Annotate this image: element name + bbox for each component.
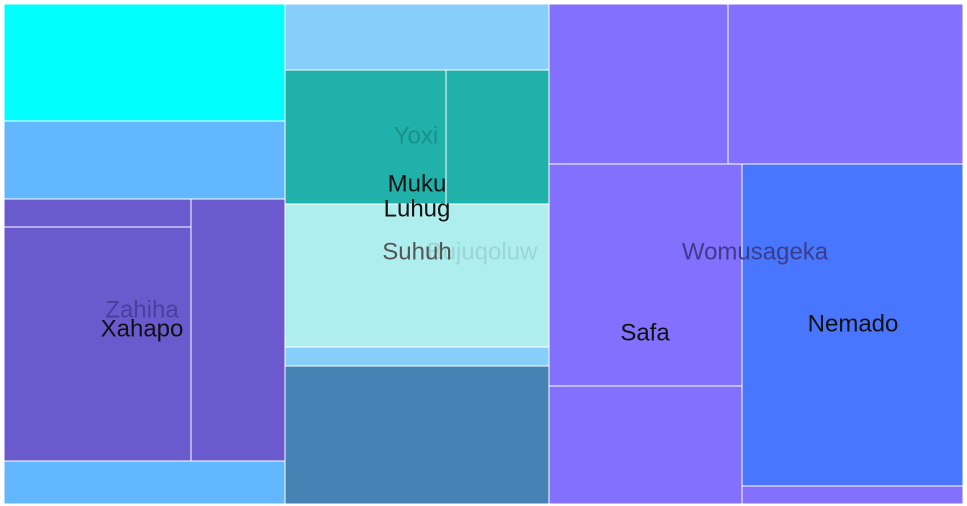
treemap-group	[284, 3, 550, 505]
treemap-tile	[727, 3, 964, 165]
treemap-tile	[741, 163, 964, 487]
treemap-tile	[284, 3, 550, 71]
treemap-tile-label: Safa	[620, 319, 670, 346]
treemap-tile	[3, 460, 286, 505]
treemap-tiles	[3, 3, 964, 505]
treemap-tile	[284, 69, 550, 205]
treemap-tile	[548, 163, 743, 387]
treemap-tile-label: Luhug	[384, 195, 451, 222]
treemap-tile	[3, 120, 286, 200]
treemap-tile-label: Suhuh	[382, 238, 451, 265]
treemap-group-label: Zahiha	[105, 296, 179, 323]
treemap-group	[548, 3, 964, 505]
treemap-tile	[190, 198, 286, 462]
treemap-labels: Zahiha Bujuqoluw Womusageka Xahapo Yoxi MukuL…	[101, 122, 899, 346]
treemap-group-label: Womusageka	[682, 238, 829, 265]
treemap-tile	[284, 365, 550, 505]
treemap-tile-label: Yoxi	[394, 122, 438, 149]
treemap-tile	[3, 226, 192, 462]
treemap-tile	[284, 346, 550, 367]
treemap-tile-label: Muku	[388, 170, 447, 197]
treemap-tile	[284, 203, 550, 348]
treemap-group	[3, 3, 286, 505]
treemap-tile	[548, 385, 743, 505]
treemap-group-label: Bujuqoluw	[427, 238, 538, 265]
treemap-tile	[3, 198, 192, 228]
treemap-tile-label: Xahapo	[101, 315, 184, 342]
treemap-tile	[3, 3, 286, 122]
treemap-tile	[548, 3, 729, 165]
treemap-tile-label: Nemado	[808, 310, 899, 337]
